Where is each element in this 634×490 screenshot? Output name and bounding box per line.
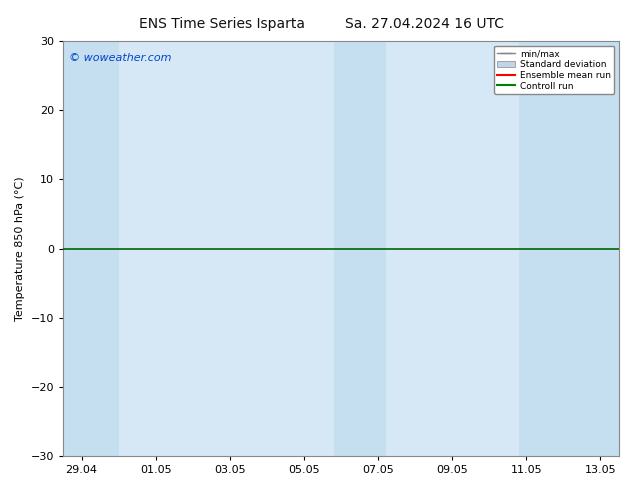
Bar — [333, 41, 385, 456]
Text: Sa. 27.04.2024 16 UTC: Sa. 27.04.2024 16 UTC — [346, 17, 504, 31]
Text: ENS Time Series Isparta: ENS Time Series Isparta — [139, 17, 305, 31]
Bar — [519, 41, 619, 456]
Bar — [63, 41, 119, 456]
Legend: min/max, Standard deviation, Ensemble mean run, Controll run: min/max, Standard deviation, Ensemble me… — [494, 46, 614, 94]
Y-axis label: Temperature 850 hPa (°C): Temperature 850 hPa (°C) — [15, 176, 25, 321]
Text: © woweather.com: © woweather.com — [68, 53, 171, 64]
